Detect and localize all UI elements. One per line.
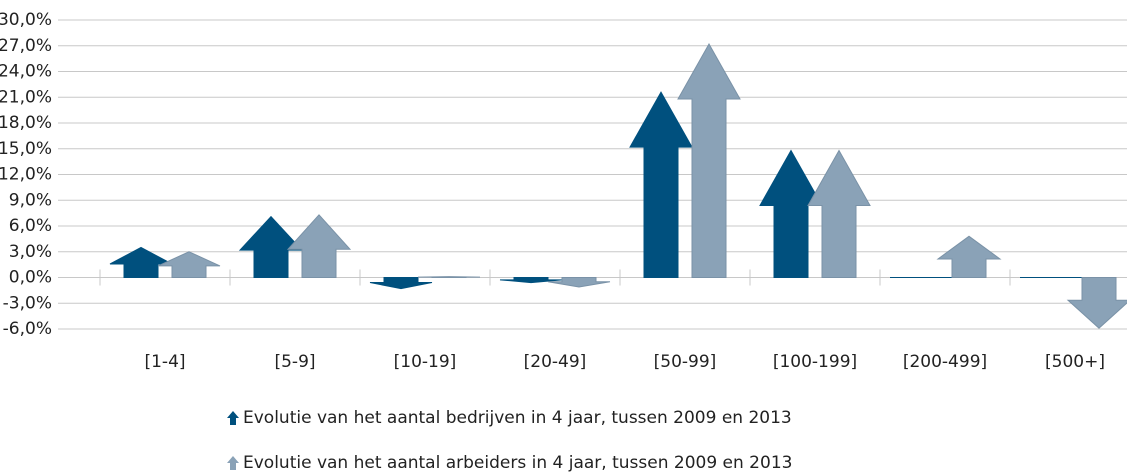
arrow-bar (238, 215, 304, 278)
y-tick-label: -6,0% (3, 319, 52, 339)
y-tick-label: 9,0% (9, 190, 52, 210)
arrow-bar (499, 277, 563, 284)
y-tick-label: 18,0% (0, 113, 52, 133)
x-tick-label: [5-9] (274, 352, 315, 372)
x-tick-label: [1-4] (144, 352, 185, 372)
y-tick-label: 3,0% (9, 242, 52, 262)
x-tick-label: [50-99] (654, 352, 717, 372)
y-tick-label: 30,0% (0, 10, 52, 30)
legend-icon (227, 411, 239, 425)
arrow-bar (109, 246, 173, 278)
x-tick-label: [10-19] (394, 352, 457, 372)
arrow-bar (936, 235, 1002, 278)
legend-label: Evolutie van het aantal bedrijven in 4 j… (243, 408, 792, 428)
y-tick-label: 0,0% (9, 268, 52, 288)
legend-label: Evolutie van het aantal arbeiders in 4 j… (243, 453, 792, 473)
x-tick-label: [20-49] (524, 352, 587, 372)
y-tick-label: 24,0% (0, 62, 52, 82)
y-tick-label: 21,0% (0, 87, 52, 107)
x-tick-label: [500+] (1045, 352, 1105, 372)
x-tick-label: [200-499] (903, 352, 987, 372)
x-tick-label: [100-199] (773, 352, 857, 372)
y-tick-label: -3,0% (3, 293, 52, 313)
legend-icon (227, 456, 239, 470)
y-tick-label: 15,0% (0, 139, 52, 159)
arrow-bar (547, 277, 611, 288)
arrow-bar (286, 214, 352, 278)
arrow-bar (759, 149, 823, 278)
y-tick-label: 27,0% (0, 36, 52, 56)
y-tick-label: 12,0% (0, 165, 52, 185)
arrow-bar (677, 43, 741, 278)
y-tick-label: 6,0% (9, 216, 52, 236)
arrow-bar (369, 277, 433, 290)
arrow-bar (157, 251, 221, 278)
arrow-bar (1066, 277, 1127, 329)
arrow-bar (417, 276, 481, 278)
arrow-bar (629, 91, 693, 278)
arrow-bar (807, 149, 871, 278)
